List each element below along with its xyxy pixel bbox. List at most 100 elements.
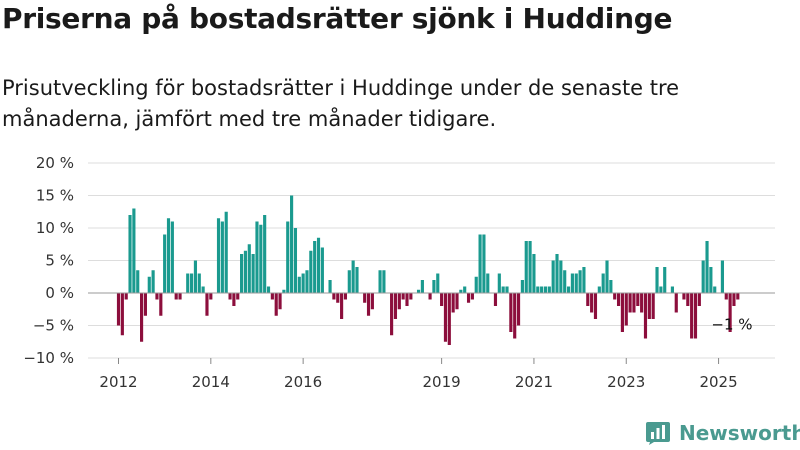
- bar: [147, 276, 151, 293]
- bar: [255, 221, 259, 293]
- bar: [663, 267, 667, 293]
- bar: [540, 286, 544, 293]
- bar: [409, 293, 413, 300]
- y-tick-label: 15 %: [36, 187, 74, 205]
- bar: [316, 237, 321, 293]
- bar: [370, 293, 374, 310]
- latest-value-annotation: −1 %: [711, 316, 752, 334]
- bar: [366, 293, 371, 316]
- bar: [563, 270, 567, 293]
- bar: [136, 270, 140, 293]
- bar: [501, 286, 505, 293]
- bar: [328, 280, 332, 293]
- x-tick-label: 2021: [515, 373, 553, 391]
- bar: [570, 273, 574, 293]
- bar: [340, 293, 344, 319]
- bar: [455, 293, 459, 310]
- bar: [466, 293, 471, 303]
- bar: [266, 286, 271, 293]
- bar: [232, 293, 236, 306]
- bar: [482, 234, 486, 293]
- bar: [724, 293, 728, 300]
- bar: [709, 267, 713, 293]
- bar: [690, 293, 694, 339]
- bar: [459, 289, 463, 293]
- bar: [432, 280, 436, 293]
- bar: [532, 254, 536, 293]
- bar: [336, 293, 340, 303]
- bar: [228, 293, 232, 300]
- bar: [636, 293, 640, 306]
- bar: [624, 293, 628, 326]
- bar: [486, 273, 490, 293]
- bar: [551, 260, 555, 293]
- bar: [693, 293, 698, 339]
- bar: [428, 293, 432, 300]
- brand[interactable]: Newsworthy: [645, 420, 800, 446]
- bar: [713, 286, 717, 293]
- bar: [293, 228, 298, 293]
- bar: [416, 289, 421, 293]
- bar: [282, 289, 286, 293]
- bar: [197, 273, 201, 293]
- bar: [393, 293, 398, 319]
- gridlines: [88, 162, 775, 359]
- bar: [390, 293, 394, 336]
- bar: [547, 286, 551, 293]
- bar: [343, 293, 348, 300]
- bar: [520, 280, 524, 293]
- bar: [443, 293, 448, 342]
- bar: [190, 273, 194, 293]
- bar: [186, 273, 190, 293]
- bar: [613, 293, 617, 300]
- bar: [736, 293, 740, 300]
- bar: [305, 270, 309, 293]
- bar: [620, 293, 624, 332]
- bar: [497, 273, 501, 293]
- bar: [440, 293, 444, 306]
- brand-name: Newsworthy: [679, 421, 800, 445]
- bar: [686, 293, 690, 306]
- y-axis: −10 % −5 % 0 % 5 % 10 % 15 % 20 %: [23, 154, 74, 367]
- bar: [651, 293, 655, 319]
- x-tick-label: 2023: [607, 373, 645, 391]
- bar: [628, 293, 632, 313]
- bar: [363, 293, 367, 303]
- bar: [643, 293, 648, 339]
- chart-subtitle: Prisutveckling för bostadsrätter i Huddi…: [2, 76, 680, 131]
- x-tick-label: 2014: [192, 373, 230, 391]
- y-tick-label: 20 %: [36, 154, 74, 172]
- bar: [670, 286, 674, 293]
- bar: [697, 293, 701, 306]
- bar: [351, 260, 355, 293]
- bar: [397, 293, 401, 310]
- x-axis: 2012 2014 2016 2019 2021 2023 2025: [99, 358, 738, 391]
- bar: [178, 293, 182, 300]
- bar: [313, 241, 317, 293]
- bar: [405, 293, 409, 306]
- bar: [166, 218, 171, 293]
- y-tick-label: 5 %: [45, 252, 74, 270]
- bar: [509, 293, 513, 332]
- bar: [143, 293, 147, 316]
- bar: [259, 224, 263, 293]
- bar: [674, 293, 678, 313]
- bar: [382, 270, 386, 293]
- bar: [659, 286, 663, 293]
- x-tick-label: 2012: [99, 373, 137, 391]
- y-tick-label: 10 %: [36, 219, 74, 237]
- bar: [705, 241, 709, 293]
- bar: [447, 293, 451, 345]
- bar: [163, 234, 167, 293]
- bar: [601, 273, 605, 293]
- bar: [513, 293, 517, 339]
- bar: [263, 215, 267, 293]
- bar: [524, 241, 528, 293]
- bar: [251, 254, 255, 293]
- bar: [155, 293, 159, 300]
- chart-title: Priserna på bostadsrätter sjönk i Huddin…: [2, 2, 673, 35]
- bar: [655, 267, 659, 293]
- bar: [597, 286, 601, 293]
- bar: [609, 280, 613, 293]
- bar: [401, 293, 405, 300]
